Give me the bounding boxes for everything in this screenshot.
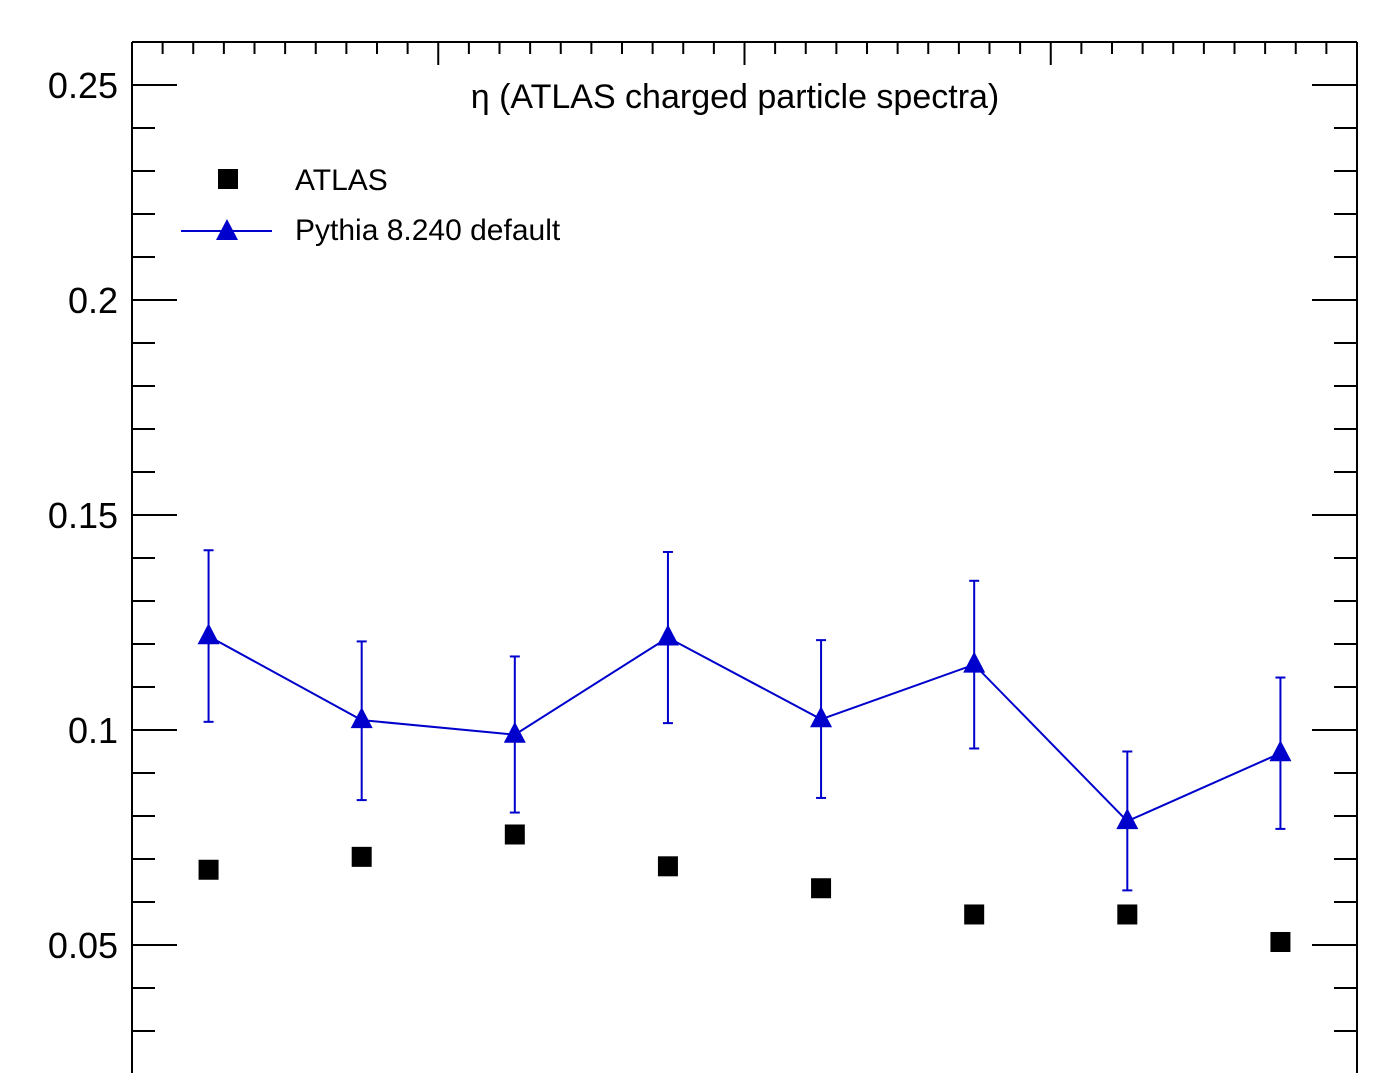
y-tick-label: 0.05 — [48, 925, 118, 966]
data-point-atlas — [198, 859, 219, 880]
data-point-atlas — [351, 846, 372, 867]
legend-marker-atlas — [218, 169, 238, 189]
legend-label-atlas: ATLAS — [295, 164, 388, 197]
legend: ATLAS Pythia 8.240 default — [181, 164, 561, 247]
legend-label-pythia: Pythia 8.240 default — [295, 214, 561, 247]
axis-ticks — [131, 41, 1358, 1032]
series-layer — [197, 549, 1292, 952]
data-point-pythia — [197, 623, 220, 645]
y-tick-label: 0.1 — [68, 710, 118, 751]
data-point-pythia — [1116, 808, 1139, 830]
data-point-pythia — [656, 624, 679, 646]
y-tick-label: 0.25 — [48, 65, 118, 106]
data-point-pythia — [963, 651, 986, 673]
data-point-atlas — [1270, 931, 1291, 952]
data-point-pythia — [1269, 740, 1292, 762]
data-point-pythia — [810, 706, 833, 728]
data-point-pythia — [503, 721, 526, 743]
data-point-atlas — [1117, 904, 1138, 925]
data-point-atlas — [504, 824, 525, 845]
y-tick-label: 0.15 — [48, 495, 118, 536]
data-point-pythia — [350, 707, 373, 729]
data-point-atlas — [657, 856, 678, 877]
legend-marker-pythia — [216, 219, 238, 240]
data-point-atlas — [964, 904, 985, 925]
y-tick-label: 0.2 — [68, 280, 118, 321]
y-tick-labels: 0.05 0.1 0.15 0.2 0.25 — [48, 65, 118, 966]
series-line-pythia — [208, 635, 1281, 823]
chart-title: η (ATLAS charged particle spectra) — [471, 78, 1000, 116]
data-point-atlas — [811, 878, 832, 899]
